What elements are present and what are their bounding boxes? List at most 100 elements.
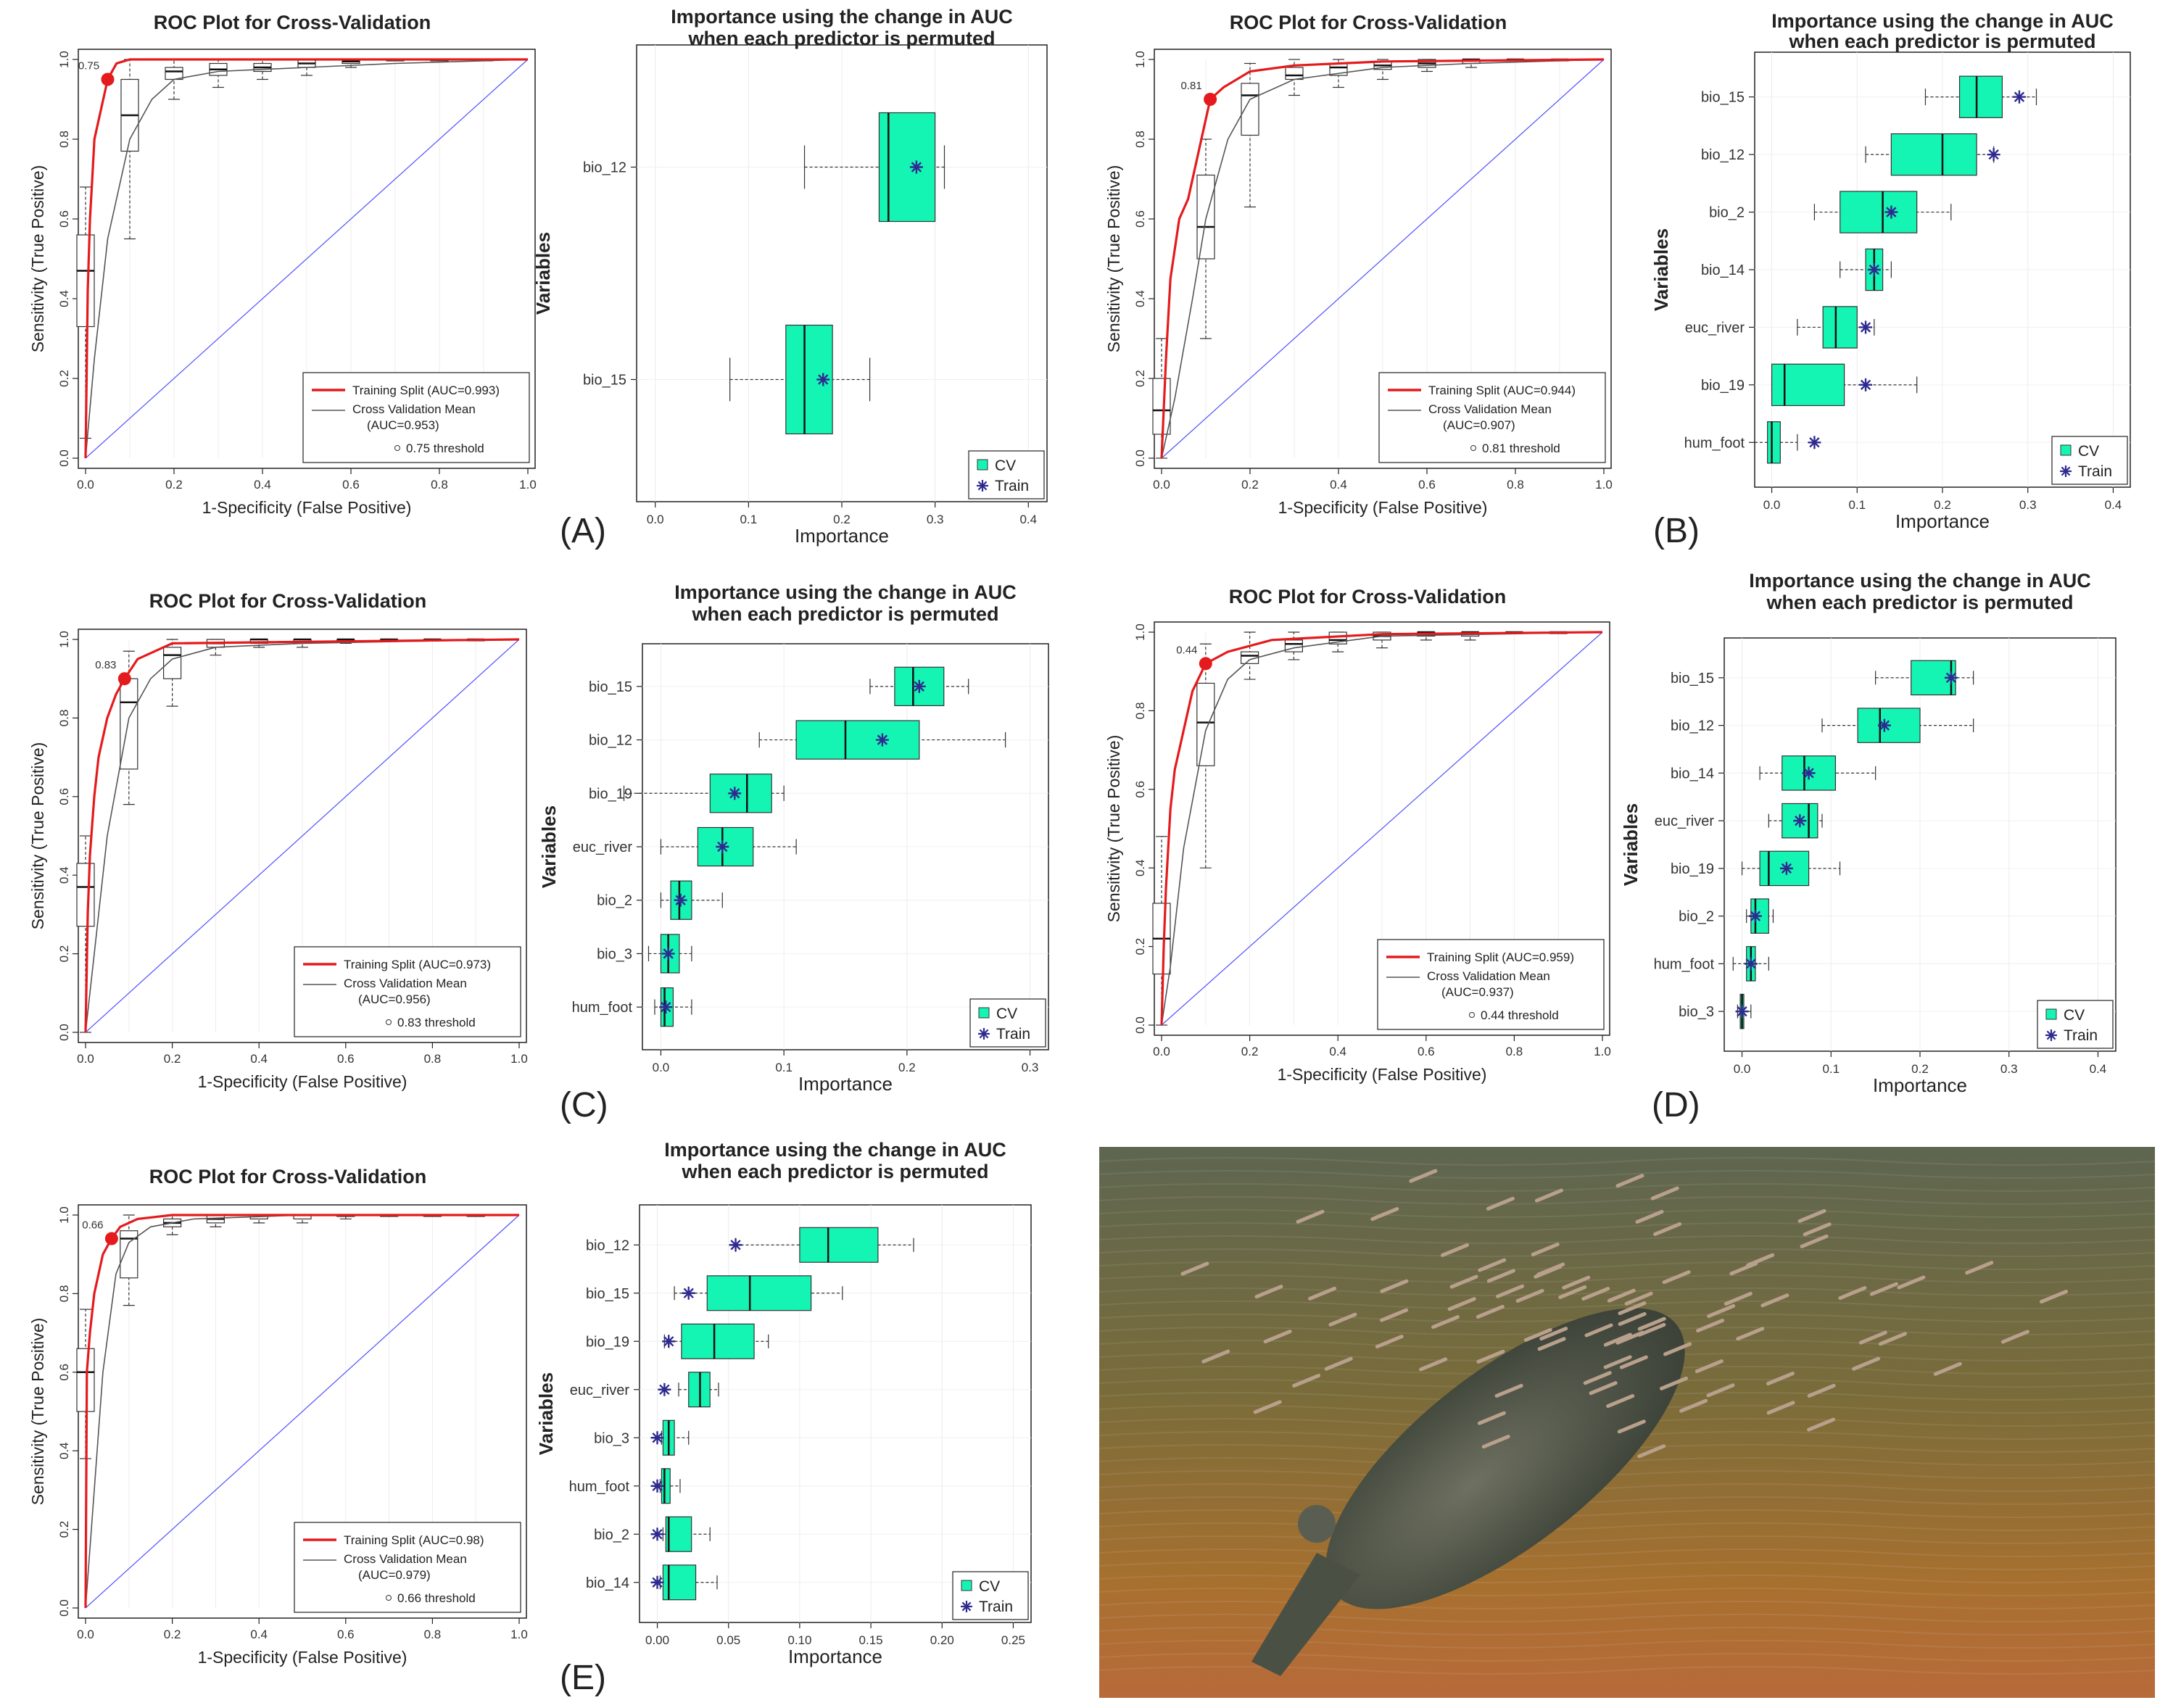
y-tick-label: 0.4 bbox=[1133, 859, 1147, 876]
y-tick-label: 0.6 bbox=[57, 210, 71, 228]
star-stroke bbox=[675, 895, 686, 905]
roc-chart-B-roc: ROC Plot for Cross-Validation 0.0 0.2 0.4 0.… bbox=[1104, 12, 1613, 517]
hatchling bbox=[1746, 1253, 1775, 1267]
variable-boxplot: bio_15 bbox=[583, 324, 1047, 435]
hatchling bbox=[1476, 1349, 1505, 1364]
water-ripple bbox=[1098, 1601, 2156, 1609]
hatchling bbox=[1486, 1269, 1515, 1283]
legend-cv-label: CV bbox=[2064, 1007, 2085, 1024]
variable-label: bio_2 bbox=[594, 1527, 629, 1543]
star-stroke bbox=[1750, 911, 1761, 921]
variable-label: bio_3 bbox=[597, 946, 632, 962]
hatchling bbox=[1263, 1330, 1292, 1344]
star-stroke bbox=[2061, 466, 2071, 476]
x-tick-label: 0.8 bbox=[1507, 478, 1524, 492]
hatchling bbox=[1707, 1303, 1736, 1318]
gharial-body bbox=[1325, 1308, 1685, 1609]
x-tick-label: 0.2 bbox=[164, 1628, 181, 1641]
cv-boxplot bbox=[120, 650, 138, 805]
train-star bbox=[1744, 957, 1758, 971]
legend-threshold-swatch bbox=[386, 1019, 392, 1025]
chance-diagonal bbox=[1161, 59, 1605, 459]
x-axis-label: 1-Specificity (False Positive) bbox=[202, 498, 412, 517]
legend-box bbox=[2037, 1000, 2114, 1049]
star-stroke bbox=[911, 162, 922, 173]
water-ripple bbox=[1098, 1535, 2156, 1544]
cv-boxplot bbox=[163, 639, 182, 707]
hatchling bbox=[1618, 1311, 1647, 1326]
water-ripple bbox=[1098, 1509, 2156, 1518]
legend-training-label: Training Split (AUC=0.959) bbox=[1427, 950, 1574, 964]
variable-boxplot: bio_12 bbox=[1671, 708, 2116, 743]
star-stroke bbox=[661, 1001, 671, 1013]
x-tick-label: 0.1 bbox=[1848, 498, 1866, 512]
legend-cv-auc: (AUC=0.907) bbox=[1443, 418, 1515, 432]
hatchling bbox=[1253, 1400, 1282, 1414]
water-ripple bbox=[1098, 1522, 2156, 1531]
legend-train-label: Train bbox=[996, 1026, 1030, 1042]
box bbox=[1285, 67, 1304, 80]
box bbox=[1771, 363, 1845, 407]
x-tick-label: 0.2 bbox=[833, 513, 851, 526]
star-stroke bbox=[652, 1529, 663, 1540]
legend-threshold-swatch bbox=[394, 445, 400, 451]
cv-boxplot bbox=[1373, 59, 1392, 80]
hatchling bbox=[2000, 1330, 2029, 1344]
legend-threshold-label: 0.75 threshold bbox=[406, 441, 484, 455]
y-tick-label: 0.2 bbox=[57, 945, 71, 963]
hatchling bbox=[1766, 1401, 1795, 1415]
x-tick-label: 1.0 bbox=[1595, 478, 1613, 492]
star-stroke bbox=[729, 788, 740, 799]
variable-label: hum_foot bbox=[1654, 956, 1715, 972]
train-star bbox=[650, 1527, 664, 1541]
x-axis-label: 1-Specificity (False Positive) bbox=[198, 1072, 407, 1091]
cv-boxplot bbox=[293, 1214, 312, 1224]
water-ripple bbox=[1098, 1157, 2156, 1166]
star-stroke bbox=[1869, 264, 1879, 275]
hatchling bbox=[1449, 1274, 1478, 1289]
variable-label: bio_2 bbox=[1709, 205, 1745, 221]
legend-train-label: Train bbox=[2078, 463, 2112, 480]
variable-boxplot: bio_14 bbox=[586, 1564, 1031, 1601]
x-tick-label: 1.0 bbox=[510, 1052, 528, 1066]
x-tick-label: 0.4 bbox=[1019, 513, 1037, 526]
y-tick-label: 0.0 bbox=[57, 449, 71, 467]
star-stroke bbox=[730, 1240, 741, 1251]
x-axis-label: 1-Specificity (False Positive) bbox=[1278, 498, 1488, 517]
variable-boxplot: bio_12 bbox=[1701, 133, 2130, 176]
variable-label: bio_3 bbox=[594, 1430, 629, 1446]
legend-cv-auc: (AUC=0.937) bbox=[1441, 985, 1514, 999]
y-axis-label: Sensitivity (True Positive) bbox=[28, 742, 47, 930]
y-tick-label: 0.6 bbox=[57, 788, 71, 805]
box bbox=[1196, 682, 1215, 766]
x-tick-label: 0.1 bbox=[740, 513, 758, 526]
x-tick-label: 1.0 bbox=[510, 1628, 528, 1641]
variable-label: bio_19 bbox=[586, 1334, 629, 1350]
y-tick-label: 0.0 bbox=[1133, 449, 1147, 467]
plot-frame bbox=[639, 1204, 1032, 1623]
hatchling bbox=[1562, 1275, 1591, 1290]
x-tick-label: 0.25 bbox=[1001, 1633, 1025, 1647]
star-stroke bbox=[961, 1601, 972, 1612]
star-stroke bbox=[1737, 1006, 1747, 1017]
panel-label: (D) bbox=[1652, 1086, 1700, 1124]
train-star bbox=[1793, 814, 1807, 828]
variable-label: euc_river bbox=[1685, 320, 1745, 336]
hatchling bbox=[1328, 1312, 1357, 1327]
legend-cv-label: CV bbox=[2078, 443, 2099, 460]
roc-chart-C-roc: ROC Plot for Cross-Validation 0.0 0.2 0.4 0.… bbox=[28, 590, 528, 1091]
variable-boxplot: bio_19 bbox=[1671, 850, 2116, 887]
cv-boxplot bbox=[76, 835, 95, 1033]
y-tick-label: 0.2 bbox=[57, 1521, 71, 1538]
variable-label: bio_12 bbox=[1701, 147, 1745, 163]
star-stroke bbox=[683, 1288, 694, 1298]
legend-training-label: Training Split (AUC=0.973) bbox=[344, 958, 491, 971]
legend-cv-swatch bbox=[961, 1580, 972, 1591]
box bbox=[799, 1227, 879, 1263]
hatchling bbox=[1724, 1291, 1753, 1306]
hatchling bbox=[1537, 1337, 1566, 1351]
hatchling bbox=[1380, 1279, 1409, 1293]
train-star bbox=[1859, 378, 1873, 391]
hatchling bbox=[1375, 1335, 1404, 1349]
